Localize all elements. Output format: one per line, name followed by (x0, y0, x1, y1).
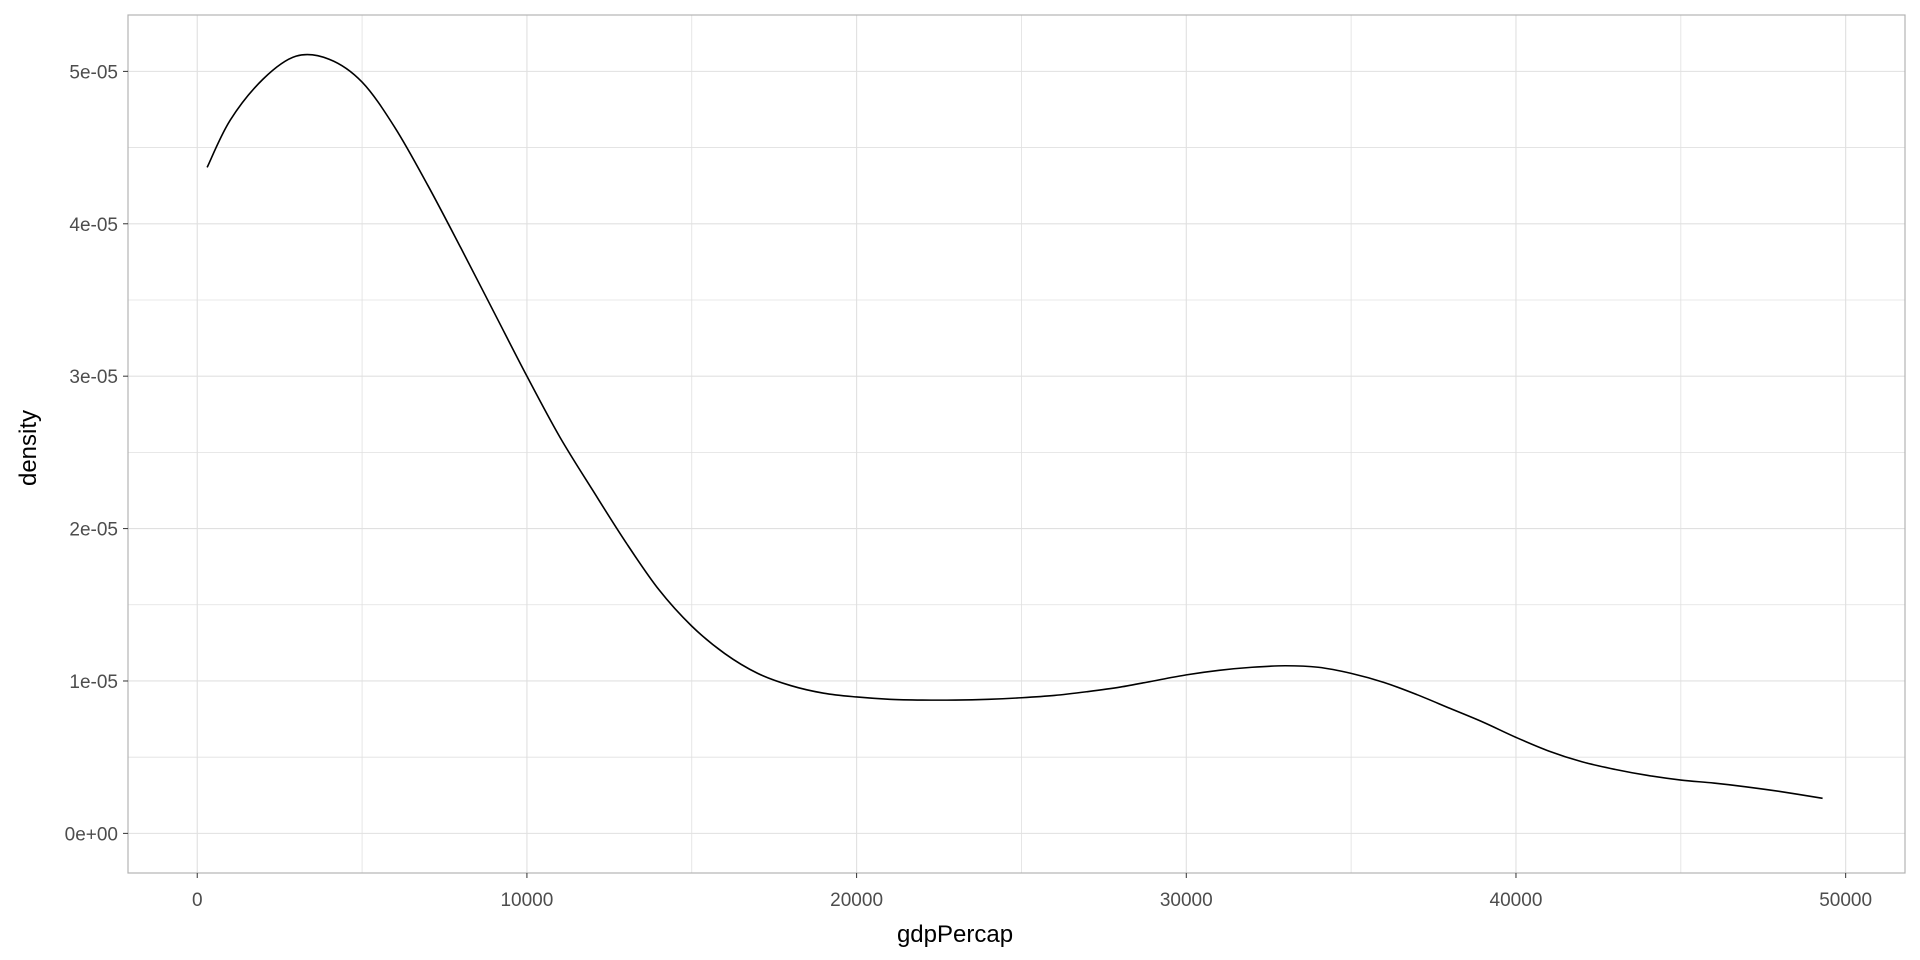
x-tick-label: 40000 (1490, 890, 1543, 911)
y-tick-label: 0e+00 (65, 824, 118, 845)
x-axis: 0 10000 20000 30000 40000 50000 (192, 873, 1872, 911)
plot-area (206, 53, 1823, 800)
y-tick-label: 5e-05 (69, 62, 118, 83)
x-axis-title: gdpPercap (897, 921, 1013, 948)
y-tick-label: 1e-05 (69, 672, 118, 693)
density-line (206, 53, 1823, 800)
grid-lines (128, 15, 1905, 873)
x-tick-label: 10000 (500, 890, 553, 911)
x-tick-label: 30000 (1160, 890, 1213, 911)
x-tick-label: 20000 (830, 890, 883, 911)
y-tick-label: 2e-05 (69, 520, 118, 541)
panel-border (127, 14, 1906, 874)
x-tick-label: 0 (192, 890, 203, 911)
y-axis-title: density (15, 410, 42, 486)
x-tick-label: 50000 (1819, 890, 1872, 911)
y-tick-label: 3e-05 (69, 367, 118, 388)
y-tick-label: 4e-05 (69, 215, 118, 236)
y-axis: 0e+00 1e-05 2e-05 3e-05 4e-05 5e-05 (65, 62, 128, 845)
